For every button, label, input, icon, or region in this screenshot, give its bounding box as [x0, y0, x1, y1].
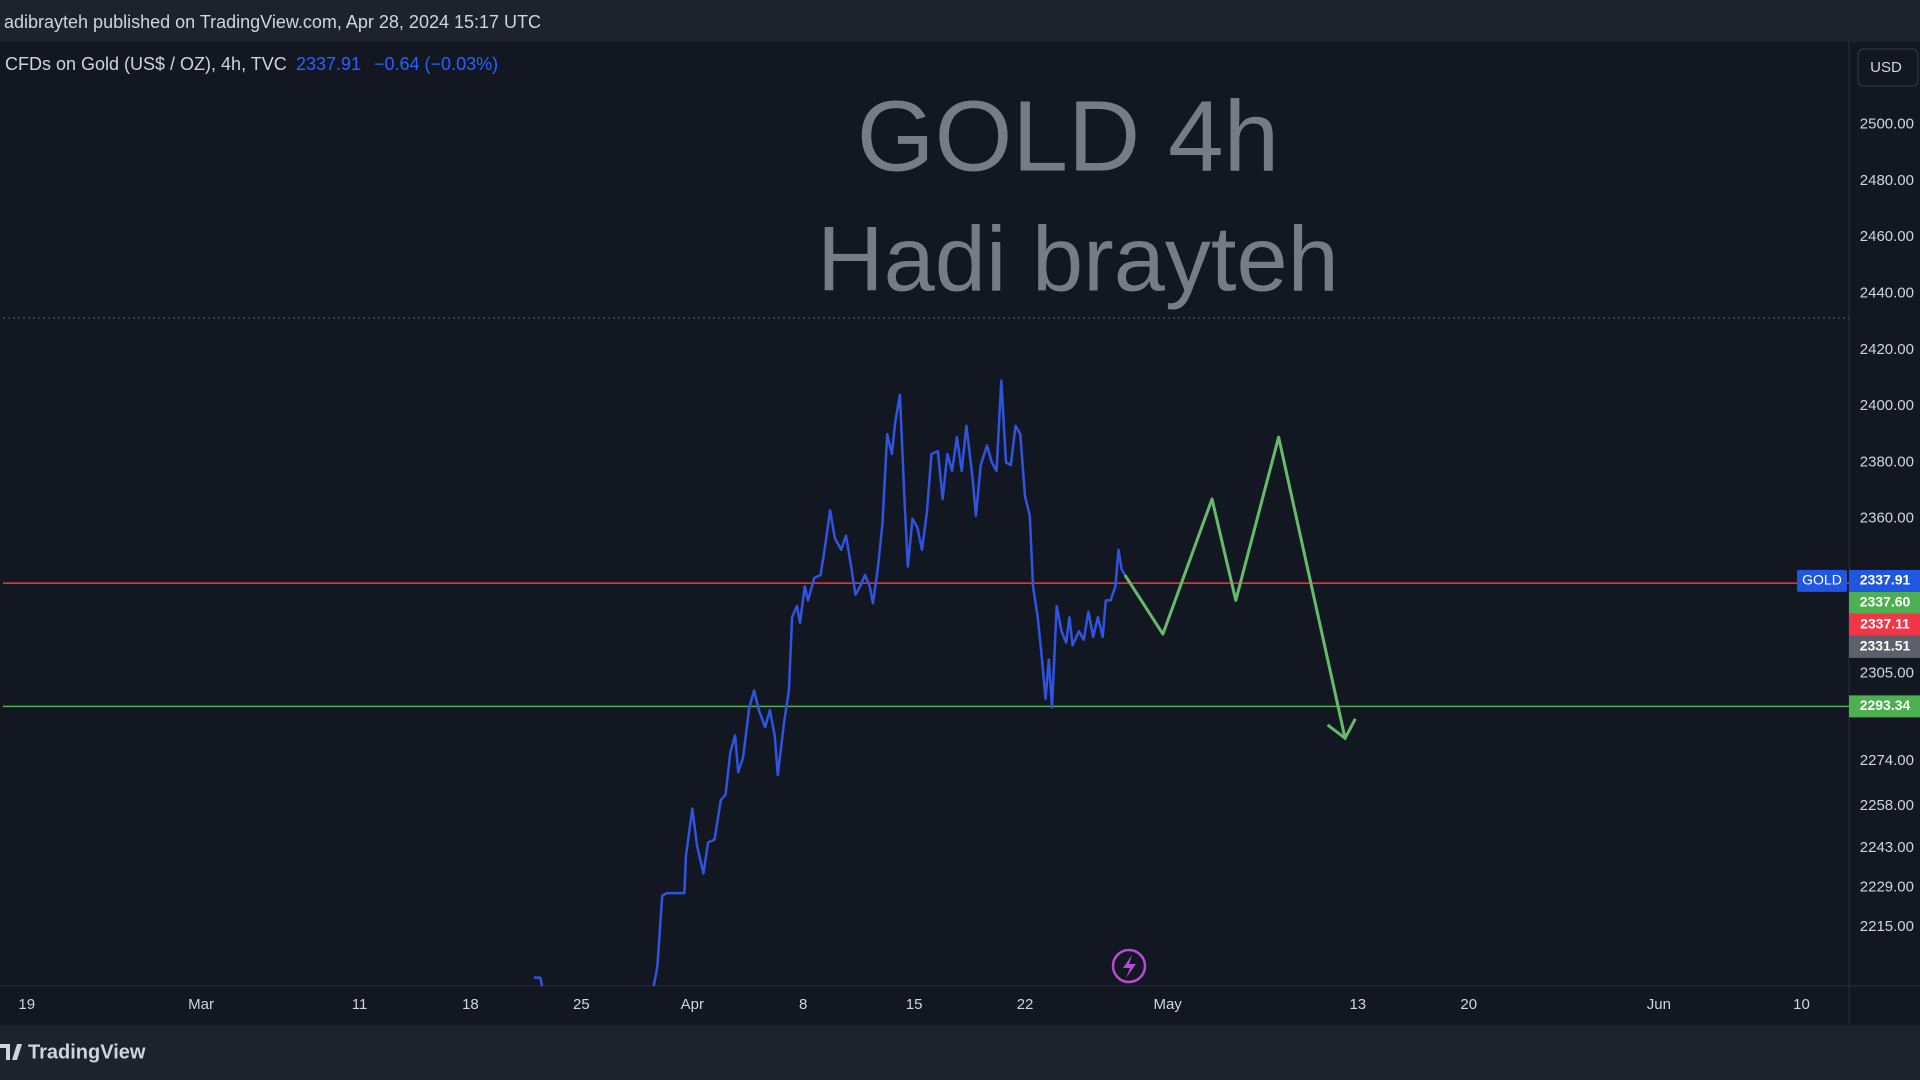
price-tag: [1849, 569, 1920, 592]
alert-icon[interactable]: [1111, 948, 1147, 984]
currency-label[interactable]: USD: [1870, 59, 1902, 76]
x-tick-label: Mar: [188, 996, 214, 1013]
price-tag-label: 2337.60: [1860, 594, 1911, 610]
price-change: −0.64 (−0.03%): [374, 54, 498, 74]
currency-button[interactable]: [1857, 48, 1919, 87]
price-tag: [1849, 591, 1920, 614]
x-tick-label: 11: [352, 996, 368, 1013]
y-tick-label: 2500.00: [1860, 116, 1914, 133]
x-tick-label: 22: [1017, 996, 1034, 1013]
x-tick-label: 15: [906, 996, 923, 1013]
price-tag: [1849, 695, 1920, 718]
last-price: 2337.91: [296, 54, 361, 74]
x-tick-label: 13: [1349, 996, 1366, 1013]
price-tag-label: 2337.11: [1860, 616, 1910, 632]
logo-mark: [0, 1044, 22, 1060]
x-tick-label: Jun: [1647, 996, 1671, 1013]
y-tick-label: 2215.00: [1860, 918, 1914, 935]
footer-bar: [0, 1025, 1920, 1080]
y-tick-label: 2420.00: [1860, 341, 1914, 358]
symbol-tag: [1797, 569, 1847, 592]
price-tag: [1849, 635, 1920, 658]
y-tick-label: 2400.00: [1860, 397, 1914, 414]
x-tick-label: 19: [18, 996, 35, 1013]
price-tag-label: 2331.51: [1860, 638, 1911, 654]
y-tick-label: 2380.00: [1860, 453, 1914, 470]
symbol-text: CFDs on Gold (US$ / OZ), 4h, TVC: [5, 54, 287, 74]
y-tick-label: 2305.00: [1860, 665, 1914, 682]
y-tick-label: 2229.00: [1860, 878, 1914, 895]
publisher-text: adibrayteh published on TradingView.com,…: [4, 12, 541, 32]
chart-subtitle: Hadi brayteh: [817, 208, 1339, 310]
symbol-tag-label: GOLD: [1802, 572, 1842, 588]
price-line: [1123, 435, 1347, 739]
alert-circle[interactable]: [1111, 948, 1147, 984]
x-tick-label: 25: [573, 996, 590, 1013]
y-tick-label: 2440.00: [1860, 284, 1914, 301]
x-tick-label: May: [1153, 996, 1182, 1013]
price-tag-label: 2337.91: [1860, 572, 1911, 588]
y-tick-label: 2243.00: [1860, 839, 1914, 856]
chart-title: GOLD 4h: [857, 80, 1279, 192]
y-tick-label: 2480.00: [1860, 172, 1914, 189]
y-tick-label: 2360.00: [1860, 510, 1914, 527]
arrowhead: [1326, 718, 1357, 741]
y-tick-label: 2274.00: [1860, 752, 1914, 769]
plot-area: [3, 379, 1849, 986]
x-tick-label: 18: [462, 996, 479, 1013]
top-bar: [0, 0, 1920, 42]
y-tick-label: 2460.00: [1860, 228, 1914, 245]
price-tag-label: 2293.34: [1860, 697, 1911, 713]
brand-text: TradingView: [28, 1041, 146, 1063]
x-tick-label: 8: [799, 996, 807, 1013]
x-tick-label: 10: [1793, 996, 1810, 1013]
brand-logo: [0, 1044, 22, 1060]
x-tick-label: 20: [1460, 996, 1477, 1013]
price-line: [533, 379, 1126, 986]
x-tick-label: Apr: [681, 996, 704, 1013]
y-tick-label: 2258.00: [1860, 797, 1914, 814]
alert-bolt[interactable]: [1123, 955, 1136, 978]
price-tag: [1849, 613, 1920, 636]
